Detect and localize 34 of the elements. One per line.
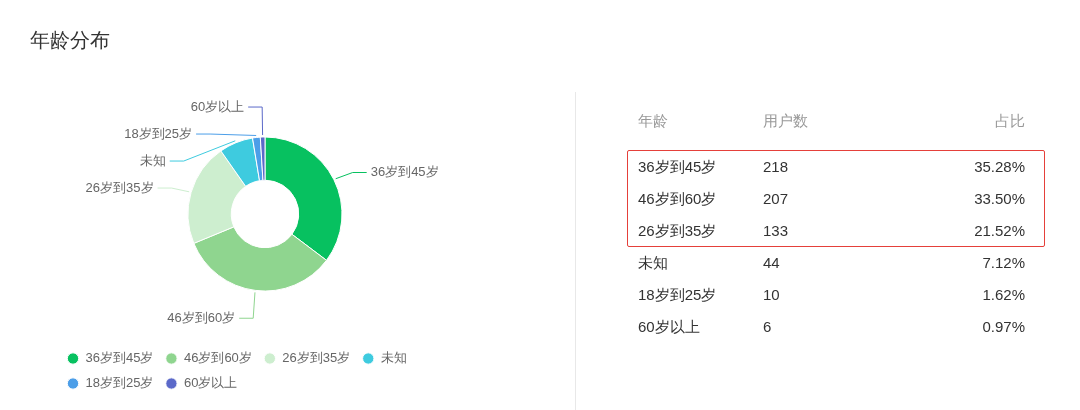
text: 用户数 [763,111,808,131]
slice-label: 未知 [139,152,166,168]
data-label: 218 [763,157,789,177]
category-label: 36岁到45岁 [638,157,717,177]
legend-label: 18岁到25岁 [85,375,154,391]
text: 33.50% [974,190,1025,207]
legend-label: 未知 [380,350,407,366]
category-label: 未知 [638,253,668,273]
category-label: 26岁到35岁 [638,221,717,241]
text: 21.52% [974,222,1025,239]
slice-label: 18岁到25岁 [124,125,193,141]
slice-label: 36岁到45岁 [370,164,439,180]
text: 1.62% [982,286,1025,303]
data-label: 207 [763,189,789,209]
slice-label: 60岁以上 [190,98,245,114]
legend-label: 46岁到60岁 [183,350,252,366]
legend-label: 36岁到45岁 [85,350,154,366]
text: 年龄 [638,111,668,131]
category-label: 18岁到25岁 [638,285,717,305]
text: 7.12% [982,254,1025,271]
text: 0.97% [982,318,1025,335]
slice-label: 26岁到35岁 [85,179,154,195]
legend-label: 60岁以上 [183,375,238,391]
category-label: 46岁到60岁 [638,189,717,209]
legend-label: 26岁到35岁 [282,350,351,366]
chart-title: 年龄分布 [30,28,110,52]
data-label: 10 [763,285,780,305]
text: 35.28% [974,158,1025,175]
data-label: 6 [763,317,772,337]
slice-label: 46岁到60岁 [167,309,236,325]
data-label: 133 [763,221,789,241]
category-label: 60岁以上 [638,317,700,337]
data-label: 44 [763,253,780,273]
text: 占比 [995,111,1025,131]
